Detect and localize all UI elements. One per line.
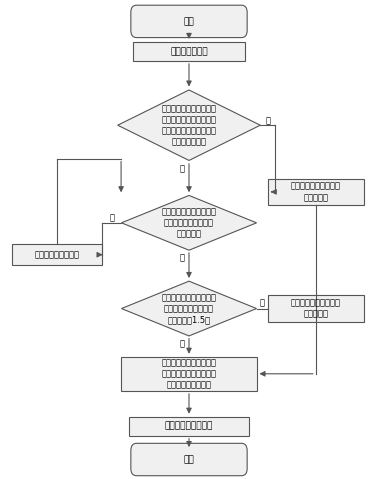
- Text: 去掉某个基站候选点对目
标区域的实际覆盖范围
是否有影响: 去掉某个基站候选点对目 标区域的实际覆盖范围 是否有影响: [161, 207, 217, 239]
- FancyBboxPatch shape: [268, 179, 364, 205]
- Text: 所有基站候选点在目标区
域中的实际覆盖范围是否
等于所有基站候选点理论
的最大覆盖范围: 所有基站候选点在目标区 域中的实际覆盖范围是否 等于所有基站候选点理论 的最大覆…: [161, 104, 217, 147]
- Text: 两个基站候选点的基站间
距是否小于基站候选点
覆盖半径的1.5倍: 两个基站候选点的基站间 距是否小于基站候选点 覆盖半径的1.5倍: [161, 293, 217, 324]
- Text: 取消两个基站候选点中与
其它基站候选点覆盖区域
的重叠程度大的一个: 取消两个基站候选点中与 其它基站候选点覆盖区域 的重叠程度大的一个: [161, 358, 217, 389]
- Text: 所有基站候选点都作为
基站安置点: 所有基站候选点都作为 基站安置点: [291, 182, 341, 202]
- Polygon shape: [118, 90, 260, 160]
- Text: 开始: 开始: [184, 17, 194, 26]
- FancyBboxPatch shape: [131, 444, 247, 476]
- FancyBboxPatch shape: [12, 244, 102, 265]
- Text: 是: 是: [265, 116, 270, 125]
- FancyBboxPatch shape: [121, 357, 257, 391]
- FancyBboxPatch shape: [268, 296, 364, 321]
- Text: 否: 否: [110, 214, 115, 223]
- Text: 否: 否: [179, 164, 184, 173]
- Text: 是: 是: [179, 253, 184, 262]
- Text: 结束: 结束: [184, 455, 194, 464]
- Text: 两个基站候选点都作为
基站安置点: 两个基站候选点都作为 基站安置点: [291, 298, 341, 319]
- FancyBboxPatch shape: [131, 5, 247, 37]
- Text: 建立二维坐标系: 建立二维坐标系: [170, 47, 208, 56]
- Polygon shape: [121, 195, 257, 250]
- FancyBboxPatch shape: [133, 42, 245, 61]
- Text: 是: 是: [179, 339, 184, 348]
- FancyBboxPatch shape: [129, 417, 249, 436]
- Polygon shape: [121, 281, 257, 336]
- Text: 否: 否: [260, 299, 265, 308]
- Text: 取消这个基站候选点: 取消这个基站候选点: [34, 250, 79, 259]
- Text: 确定最终基站安置点: 确定最终基站安置点: [165, 422, 213, 431]
